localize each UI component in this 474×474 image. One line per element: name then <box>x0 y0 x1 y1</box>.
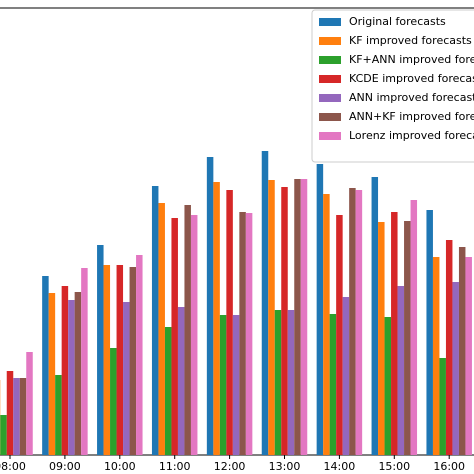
bar <box>371 177 379 455</box>
legend-label: ANN improved forecasts <box>349 91 474 104</box>
bar <box>232 315 240 455</box>
bar <box>261 151 269 455</box>
bar <box>164 327 172 455</box>
bar <box>300 179 308 455</box>
bar <box>213 182 220 455</box>
bar <box>81 268 88 455</box>
legend-swatch <box>319 94 341 102</box>
bar <box>42 276 49 455</box>
bar <box>48 293 56 455</box>
bar <box>158 203 165 455</box>
bar <box>384 317 392 455</box>
x-tick-label: 11:00 <box>159 460 191 473</box>
bar <box>136 255 143 455</box>
x-tick-label: 14:00 <box>324 460 356 473</box>
legend: Original forecasts KF improved forecasts K… <box>311 9 474 163</box>
bar <box>342 297 350 455</box>
legend-box <box>311 9 474 163</box>
bar <box>184 205 191 455</box>
bar <box>26 352 33 455</box>
legend-swatch <box>319 113 341 121</box>
x-tick-label: 08:00 <box>0 460 26 473</box>
legend-label: KF+ANN improved forecasts <box>349 53 474 66</box>
bar <box>19 378 27 455</box>
bar <box>97 245 104 455</box>
bar <box>123 302 130 455</box>
bar <box>404 221 411 455</box>
bar <box>239 212 246 455</box>
bar <box>61 286 69 455</box>
bar <box>439 358 446 455</box>
bar <box>391 212 398 455</box>
bar <box>68 300 75 455</box>
bar <box>452 282 459 455</box>
bar <box>378 222 385 455</box>
bar <box>355 190 363 455</box>
bar <box>329 314 337 455</box>
bar <box>245 213 253 455</box>
x-tick-label: 15:00 <box>378 460 410 473</box>
x-tick-label: 09:00 <box>49 460 81 473</box>
bar <box>74 292 82 455</box>
bar <box>171 218 178 455</box>
bar <box>151 186 159 455</box>
bar <box>6 371 14 455</box>
bar <box>55 375 62 455</box>
bar <box>103 265 111 455</box>
bar <box>287 310 295 455</box>
bar <box>116 265 124 455</box>
legend-swatch <box>319 132 341 140</box>
bar <box>397 286 405 455</box>
legend-label: Lorenz improved forecasts <box>349 129 474 142</box>
bar <box>206 157 214 455</box>
x-tick-label: 16:00 <box>433 460 465 473</box>
bar <box>465 257 472 455</box>
bar <box>0 415 7 455</box>
legend-label: ANN+KF improved forecasts <box>349 110 474 123</box>
bar <box>445 240 453 455</box>
bar <box>349 188 356 455</box>
bar <box>177 307 185 455</box>
x-tick-label: 12:00 <box>214 460 246 473</box>
bar <box>426 210 433 455</box>
bar <box>226 190 233 455</box>
legend-label: Original forecasts <box>349 15 446 28</box>
bar <box>110 348 117 455</box>
bar <box>323 194 330 455</box>
bar <box>129 267 137 455</box>
bar <box>294 179 301 455</box>
x-tick-label: 13:00 <box>269 460 301 473</box>
bar <box>190 215 198 455</box>
legend-label: KCDE improved forecasts <box>349 72 474 85</box>
bar <box>281 187 288 455</box>
bar <box>274 310 282 455</box>
x-tick-label: 10:00 <box>104 460 136 473</box>
bar <box>219 315 227 455</box>
legend-swatch <box>319 18 341 26</box>
legend-swatch <box>319 75 341 83</box>
bar <box>316 164 324 455</box>
bar <box>13 378 20 455</box>
bar <box>336 215 343 455</box>
bar <box>458 247 466 455</box>
bar <box>432 257 440 455</box>
legend-swatch <box>319 56 341 64</box>
legend-swatch <box>319 37 341 45</box>
bar <box>268 180 275 455</box>
legend-label: KF improved forecasts <box>349 34 472 47</box>
bar <box>410 200 418 455</box>
